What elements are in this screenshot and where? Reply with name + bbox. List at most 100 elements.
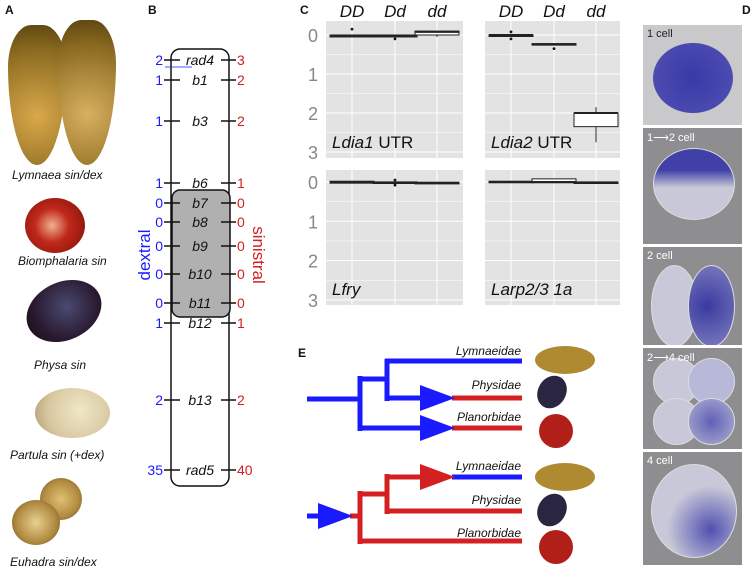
panel-label-b: B	[148, 3, 157, 17]
panel-label-a: A	[5, 3, 14, 17]
y-tick-label: 1	[308, 65, 318, 85]
genotype-header: dd	[428, 2, 447, 21]
sinistral-recombinant-count: 0	[237, 214, 245, 230]
sinistral-recombinant-count: 1	[237, 315, 245, 331]
dextral-recombinant-count: 1	[155, 113, 163, 129]
dextral-recombinant-count: 0	[155, 214, 163, 230]
arrow-icon	[318, 503, 353, 529]
y-tick-label: 3	[308, 143, 318, 163]
embryo-image: 1⟶2 cell	[643, 128, 742, 244]
marker-name: b12	[188, 315, 212, 331]
arrow-icon	[420, 415, 455, 441]
dextral-recombinant-count: 1	[155, 175, 163, 191]
outlier-point	[393, 37, 397, 41]
partula-photo	[35, 388, 110, 438]
dextral-recombinant-count: 2	[155, 392, 163, 408]
sinistral-recombinant-count: 0	[237, 295, 245, 311]
outlier-point	[509, 30, 513, 34]
arrow-icon	[420, 385, 455, 411]
y-tick-label: 0	[308, 26, 318, 46]
outlier-point	[393, 178, 397, 182]
y-tick-label: 1	[308, 212, 318, 232]
species-caption: Partula sin (+dex)	[10, 448, 105, 462]
stage-label: 1⟶2 cell	[647, 132, 695, 144]
species-caption: Biomphalaria sin	[18, 254, 107, 268]
sinistral-recombinant-count: 0	[237, 195, 245, 211]
dextral-recombinant-count: 35	[147, 462, 163, 478]
taxon-label: Physidae	[472, 493, 522, 507]
dextral-label: dextral	[135, 229, 154, 280]
outlier-point	[350, 27, 354, 31]
genotype-header: Dd	[543, 2, 565, 21]
taxon-label: Planorbidae	[457, 526, 521, 540]
dextral-recombinant-count: 0	[155, 266, 163, 282]
outlier-point	[552, 47, 556, 51]
dextral-recombinant-count: 0	[155, 195, 163, 211]
sinistral-recombinant-count: 1	[237, 175, 245, 191]
panel-label-e: E	[298, 346, 307, 360]
marker-name: rad5	[186, 462, 214, 478]
sinistral-recombinant-count: 3	[237, 52, 245, 68]
sinistral-recombinant-count: 0	[237, 266, 245, 282]
panel-label-c: C	[300, 3, 309, 17]
dextral-recombinant-count: 2	[155, 52, 163, 68]
sinistral-recombinant-count: 0	[237, 238, 245, 254]
facet-panel: Ldia2 UTR	[485, 21, 620, 158]
outlier-point	[393, 183, 397, 187]
marker-name: b6	[192, 175, 208, 191]
embryo-image: 1 cell	[643, 25, 742, 125]
facet-title: Ldia2 UTR	[491, 133, 572, 152]
y-tick-label: 2	[308, 104, 318, 124]
taxon-label: Planorbidae	[457, 410, 521, 424]
embryo-image: 4 cell	[643, 452, 742, 565]
facet-title: Larp2/3 1a	[491, 280, 572, 299]
sinistral-recombinant-count: 2	[237, 72, 245, 88]
outlier-point	[509, 37, 513, 41]
candidate-region	[171, 189, 231, 318]
sinistral-recombinant-count: 40	[237, 462, 253, 478]
stage-label: 2⟶4 cell	[647, 352, 695, 364]
marker-name: b9	[192, 238, 208, 254]
dextral-recombinant-count: 0	[155, 238, 163, 254]
y-tick-label: 0	[308, 173, 318, 193]
marker-name: b7	[192, 195, 209, 211]
taxon-label: Lymnaeidae	[456, 459, 521, 473]
dextral-recombinant-count: 0	[155, 295, 163, 311]
embryo-image: 2 cell	[643, 247, 742, 345]
stage-label: 2 cell	[647, 250, 673, 262]
species-caption: Euhadra sin/dex	[10, 555, 97, 569]
stage-label: 4 cell	[647, 455, 673, 467]
marker-name: b8	[192, 214, 208, 230]
marker-name: b3	[192, 113, 208, 129]
facet-panel: Larp2/3 1a	[485, 170, 620, 305]
marker-name: b13	[188, 392, 212, 408]
genotype-header: dd	[587, 2, 606, 21]
dextral-recombinant-count: 1	[155, 315, 163, 331]
taxon-label: Lymnaeidae	[456, 344, 521, 358]
y-tick-label: 2	[308, 252, 318, 272]
sinistral-recombinant-count: 2	[237, 392, 245, 408]
marker-name: b10	[188, 266, 212, 282]
stage-label: 1 cell	[647, 28, 673, 40]
facet-panel: Ldia1 UTR	[326, 21, 463, 158]
marker-name: b1	[192, 72, 208, 88]
taxon-label: Physidae	[472, 378, 522, 392]
facet-title: Lfry	[332, 280, 362, 299]
genotype-header: DD	[340, 2, 365, 21]
taxon-thumbnails	[535, 346, 595, 564]
marker-name: rad4	[186, 52, 214, 68]
facet-title: Ldia1 UTR	[332, 133, 413, 152]
species-caption: Lymnaea sin/dex	[12, 168, 103, 182]
sinistral-recombinant-count: 2	[237, 113, 245, 129]
embryo-image: 2⟶4 cell	[643, 348, 742, 449]
panel-label-d: D	[742, 3, 751, 17]
biomphalaria-photo	[25, 198, 85, 253]
genotype-header: DD	[499, 2, 524, 21]
facet-panel: Lfry	[326, 170, 463, 305]
species-caption: Physa sin	[34, 358, 87, 372]
marker-name: b11	[189, 295, 211, 311]
y-tick-label: 3	[308, 291, 318, 311]
